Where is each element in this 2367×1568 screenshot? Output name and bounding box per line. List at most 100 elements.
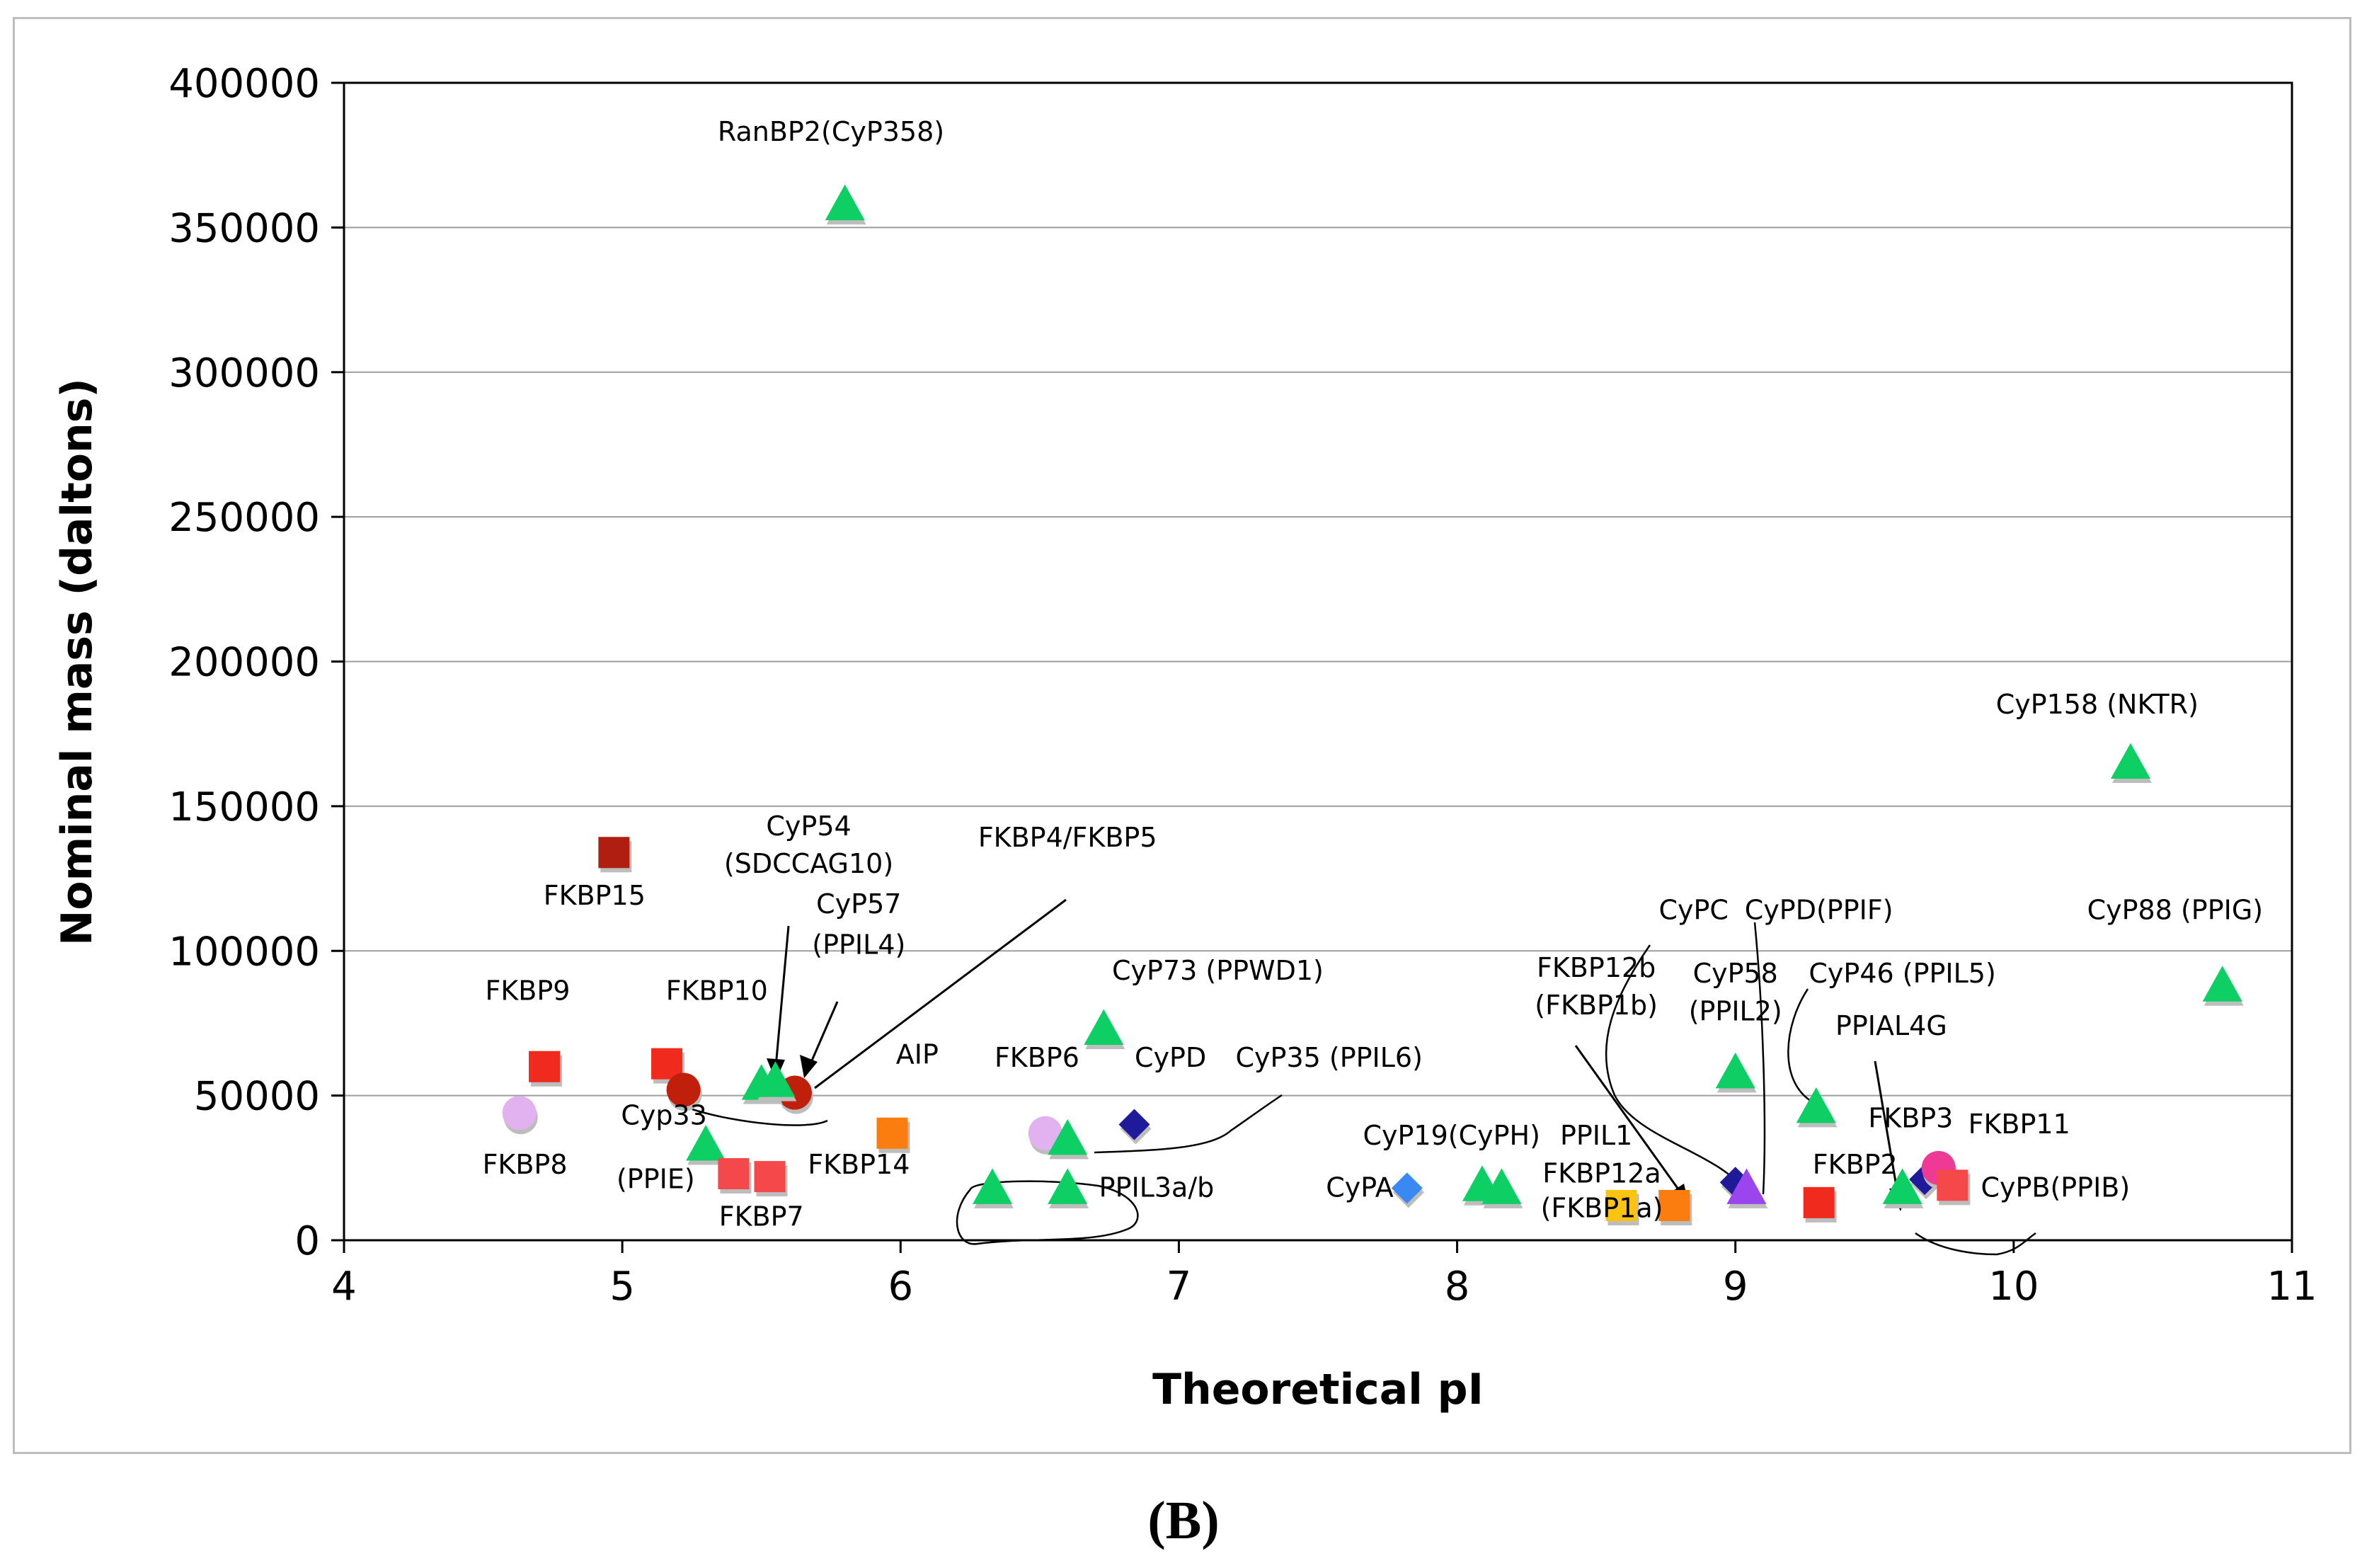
data-point-square xyxy=(529,1051,561,1082)
point-label: FKBP10 xyxy=(666,975,768,1007)
point-label: FKBP12b xyxy=(1537,952,1656,983)
data-point-square xyxy=(1658,1189,1690,1221)
data-point-circle xyxy=(666,1072,701,1107)
point-label: (FKBP1a) xyxy=(1541,1192,1663,1223)
arrow-cyp57 xyxy=(808,1001,839,1066)
y-tick-label: 400000 xyxy=(168,61,320,107)
point-label: CyPA xyxy=(1326,1172,1394,1203)
data-point-triangle xyxy=(1796,1087,1836,1123)
data-point-triangle xyxy=(1726,1168,1767,1204)
point-label: FKBP15 xyxy=(544,880,646,911)
y-tick-label: 150000 xyxy=(168,784,320,830)
point-label: RanBP2(CyP358) xyxy=(718,116,944,147)
y-tick-label: 350000 xyxy=(168,205,320,251)
point-label: CyP54 xyxy=(766,811,851,842)
x-axis-title: Theoretical pI xyxy=(1152,1365,1484,1414)
data-point-square xyxy=(1605,1189,1637,1221)
connector-cypb xyxy=(1915,1232,2036,1256)
arrow-cyp54 xyxy=(774,925,790,1068)
y-tick-label: 200000 xyxy=(168,640,320,686)
data-point-triangle xyxy=(686,1125,726,1161)
point-labels: RanBP2(CyP358) FKBP15 CyP54 (SDCCAG10) FKBP4… xyxy=(483,116,2264,1232)
point-label: FKBP14 xyxy=(808,1149,910,1180)
panel-label: (B) xyxy=(1147,1491,1220,1550)
gridlines xyxy=(344,227,2292,1097)
data-point-triangle xyxy=(2202,966,2242,1002)
point-label: CyPB(PPIB) xyxy=(1981,1172,2130,1203)
point-label: FKBP6 xyxy=(995,1042,1079,1073)
data-point-square xyxy=(1803,1186,1835,1218)
connector-ppil3 xyxy=(956,1180,1139,1245)
y-tick-label: 100000 xyxy=(168,929,320,975)
data-point-square xyxy=(1937,1169,1968,1201)
data-point-triangle xyxy=(1481,1168,1522,1204)
y-tick-label: 50000 xyxy=(194,1074,320,1120)
point-label: (PPIL4) xyxy=(812,929,905,960)
point-label: CyP46 (PPIL5) xyxy=(1809,958,1995,989)
connector-cyp35 xyxy=(1094,1094,1283,1154)
data-point-circle xyxy=(502,1096,537,1131)
point-label: FKBP7 xyxy=(719,1201,804,1232)
x-axis-ticks: 4 5 6 7 8 9 10 11 xyxy=(331,1240,2317,1310)
y-tick-label: 0 xyxy=(294,1218,320,1264)
y-tick-label: 250000 xyxy=(168,495,320,541)
point-label: FKBP3 xyxy=(1868,1103,1953,1134)
data-point-circle xyxy=(1028,1116,1062,1150)
x-tick-label: 8 xyxy=(1445,1264,1470,1310)
point-label: (SDCCAG10) xyxy=(724,848,893,879)
point-label: CyP73 (PPWD1) xyxy=(1112,955,1324,986)
point-label: CyP58 xyxy=(1693,958,1778,989)
y-tick-label: 300000 xyxy=(168,350,320,396)
x-tick-label: 4 xyxy=(331,1264,357,1310)
data-point-triangle xyxy=(973,1168,1013,1204)
point-label: FKBP8 xyxy=(483,1149,568,1180)
annotation-connectors xyxy=(692,922,2036,1256)
point-label: CyP19(CyPH) xyxy=(1363,1120,1540,1151)
point-label: AIP xyxy=(896,1039,939,1070)
point-label: CyPC xyxy=(1659,894,1729,925)
point-label: (PPIE) xyxy=(617,1163,695,1194)
x-tick-label: 10 xyxy=(1988,1264,2039,1310)
arrow-fkbp12b xyxy=(1574,1045,1682,1193)
data-point-square xyxy=(718,1157,750,1189)
data-point-triangle xyxy=(1715,1052,1755,1089)
data-point-triangle xyxy=(1882,1168,1922,1204)
x-tick-label: 6 xyxy=(888,1264,913,1310)
data-point-diamond xyxy=(1118,1109,1150,1140)
arrow-ppial4g xyxy=(1874,1060,1899,1195)
point-label: CyP88 (PPIG) xyxy=(2087,894,2264,925)
y-axis-title: Nominal mass (daltons) xyxy=(52,378,102,946)
arrow-fkbp4 xyxy=(814,898,1067,1089)
data-point-triangle xyxy=(1048,1118,1088,1155)
connector-cyp46 xyxy=(1787,988,1813,1104)
point-label: FKBP9 xyxy=(486,975,571,1007)
y-axis-ticks: 0 50000 100000 150000 200000 250000 300000 3500… xyxy=(168,61,344,1264)
data-point-triangle xyxy=(1084,1009,1124,1046)
data-point-triangle xyxy=(755,1061,796,1097)
point-label: CyPD(PPIF) xyxy=(1745,894,1893,925)
point-label: CyP57 xyxy=(816,888,901,920)
data-point-square xyxy=(876,1117,908,1149)
point-label: (FKBP1b) xyxy=(1535,990,1658,1021)
point-label: PPIL3a/b xyxy=(1099,1172,1215,1203)
x-tick-label: 7 xyxy=(1167,1264,1192,1310)
point-label: FKBP2 xyxy=(1813,1149,1898,1180)
point-label: FKBP12a xyxy=(1542,1157,1661,1189)
chart-frame: 4 5 6 7 8 9 10 11 0 50000 100000 150000 200000 25000… xyxy=(13,17,2351,1454)
data-point-diamond xyxy=(1391,1172,1423,1204)
point-label: CyP158 (NKTR) xyxy=(1996,689,2199,720)
point-label: CyP35 (PPIL6) xyxy=(1236,1042,1423,1073)
scatter-chart: 4 5 6 7 8 9 10 11 0 50000 100000 150000 200000 25000… xyxy=(52,61,2317,1414)
data-point-triangle xyxy=(825,184,865,221)
point-label: FKBP11 xyxy=(1968,1109,2070,1140)
data-point-square xyxy=(754,1161,786,1193)
arrowhead-cyp57 xyxy=(800,1055,818,1078)
x-tick-label: 5 xyxy=(609,1264,635,1310)
data-point-triangle xyxy=(1048,1168,1088,1204)
x-tick-label: 11 xyxy=(2266,1264,2317,1310)
data-point-triangle xyxy=(2110,743,2150,779)
x-tick-label: 9 xyxy=(1723,1264,1748,1310)
data-point-square xyxy=(598,837,630,869)
point-label: CyPD xyxy=(1135,1042,1206,1073)
point-label: PPIL1 xyxy=(1560,1120,1632,1151)
